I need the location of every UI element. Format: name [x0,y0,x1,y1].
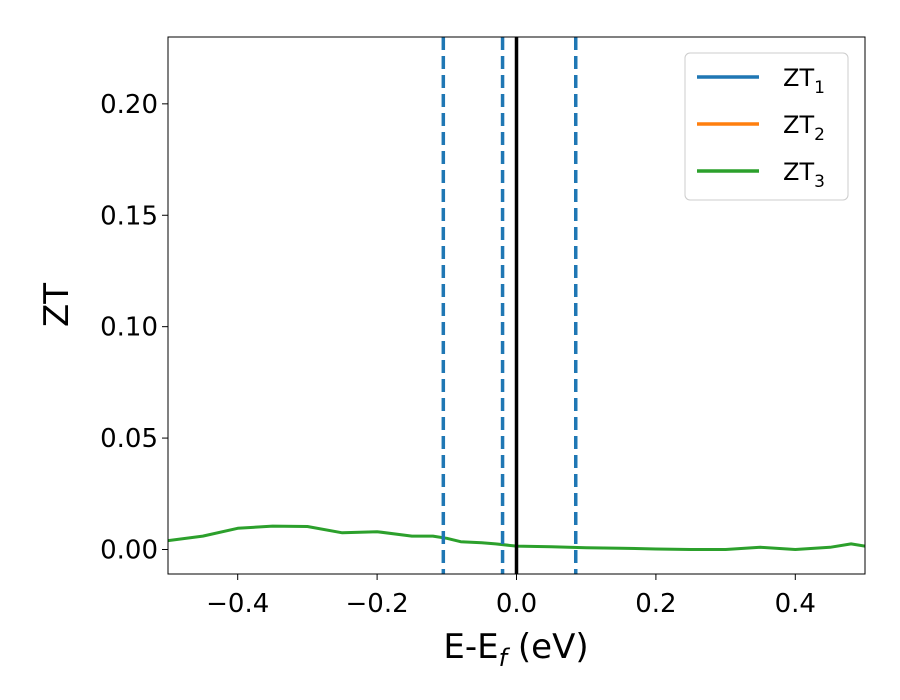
y-tick-label: 0.20 [100,90,158,120]
legend-label-3: ZT3 [783,158,825,192]
x-tick-label: 0.4 [775,589,816,619]
series-line-3 [168,524,865,551]
x-tick-label: −0.2 [346,589,409,619]
y-tick-label: 0.10 [100,313,158,343]
legend-box [684,52,849,201]
y-tick-label: 0.05 [100,424,158,454]
legend: ZT1 ZT2 ZT3 [684,52,849,201]
y-tick-label: 0.00 [100,535,158,565]
y-axis-label: ZT [37,283,77,327]
legend-label-2: ZT2 [783,111,825,145]
x-axis-label: E-Ef (eV) [443,627,588,672]
x-tick-label: −0.4 [206,589,269,619]
legend-label-1: ZT1 [783,64,825,98]
x-tick-label: 0.0 [496,589,537,619]
x-tick-label: 0.2 [635,589,676,619]
y-tick-label: 0.15 [100,201,158,231]
